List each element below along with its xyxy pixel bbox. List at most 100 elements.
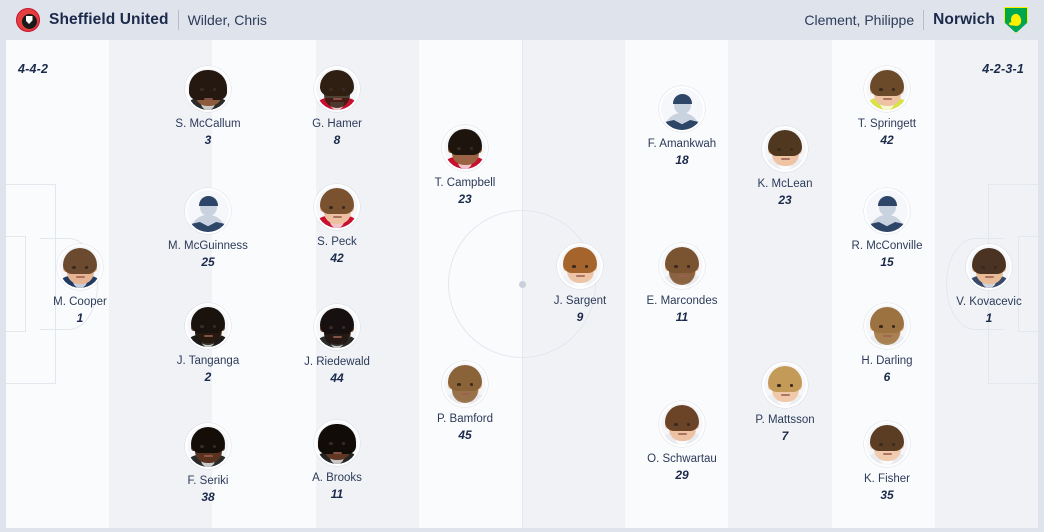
- player-avatar[interactable]: [185, 66, 231, 112]
- player-name: V. Kovacevic: [956, 296, 1022, 308]
- header-divider-left: [177, 10, 179, 30]
- away-team-block[interactable]: Clement, Philippe Norwich: [804, 7, 1028, 33]
- player-marker[interactable]: O. Schwartau 29: [627, 401, 737, 482]
- player-name: O. Schwartau: [647, 453, 717, 465]
- player-number: 18: [675, 153, 689, 167]
- match-header: Sheffield United Wilder, Chris Clement, …: [0, 0, 1044, 40]
- player-number: 44: [330, 371, 344, 385]
- player-number: 2: [204, 370, 212, 384]
- player-marker[interactable]: G. Hamer 8: [282, 66, 392, 147]
- player-avatar[interactable]: [185, 188, 231, 234]
- player-avatar[interactable]: [762, 362, 808, 408]
- player-name: K. McLean: [757, 178, 813, 190]
- player-name: F. Amankwah: [647, 138, 717, 150]
- player-avatar[interactable]: [659, 243, 705, 289]
- player-photo: [59, 246, 101, 288]
- player-marker[interactable]: J. Riedewald 44: [282, 304, 392, 385]
- home-team-block[interactable]: Sheffield United Wilder, Chris: [16, 8, 267, 32]
- player-photo: [764, 364, 806, 406]
- player-marker[interactable]: J. Sargent 9: [525, 243, 635, 324]
- away-formation-label: 4-2-3-1: [982, 62, 1024, 76]
- player-avatar[interactable]: [659, 401, 705, 447]
- player-photo: [187, 425, 229, 467]
- player-marker[interactable]: F. Amankwah 18: [627, 86, 737, 167]
- player-photo: [968, 246, 1010, 288]
- player-avatar[interactable]: [442, 125, 488, 171]
- player-photo: [661, 403, 703, 445]
- player-marker[interactable]: P. Bamford 45: [410, 361, 520, 442]
- center-spot: [518, 280, 526, 288]
- player-photo: [316, 68, 358, 110]
- away-coach-name: Clement, Philippe: [804, 12, 915, 28]
- player-name: J. Riedewald: [304, 356, 370, 368]
- header-divider-right: [923, 10, 925, 30]
- player-avatar[interactable]: [966, 244, 1012, 290]
- player-avatar[interactable]: [557, 243, 603, 289]
- player-number: 23: [458, 192, 472, 206]
- player-marker[interactable]: K. Fisher 35: [832, 421, 942, 502]
- player-name: M. McGuinness: [168, 240, 248, 252]
- player-photo: [316, 306, 358, 348]
- player-photo: [661, 245, 703, 287]
- player-photo: [559, 245, 601, 287]
- player-number: 29: [675, 468, 689, 482]
- norwich-city-crest-icon: [1004, 7, 1028, 33]
- player-marker[interactable]: H. Darling 6: [832, 303, 942, 384]
- player-marker[interactable]: T. Springett 42: [832, 66, 942, 147]
- player-avatar[interactable]: [864, 303, 910, 349]
- player-marker[interactable]: S. McCallum 3: [153, 66, 263, 147]
- player-avatar[interactable]: [314, 184, 360, 230]
- player-avatar[interactable]: [864, 188, 910, 234]
- player-number: 42: [330, 251, 344, 265]
- player-avatar[interactable]: [864, 421, 910, 467]
- player-name: T. Springett: [857, 118, 917, 130]
- player-marker[interactable]: E. Marcondes 11: [627, 243, 737, 324]
- player-name: P. Mattsson: [755, 414, 815, 426]
- player-avatar[interactable]: [864, 66, 910, 112]
- player-marker[interactable]: V. Kovacevic 1: [934, 244, 1038, 325]
- player-avatar[interactable]: [185, 423, 231, 469]
- player-name: H. Darling: [861, 355, 913, 367]
- player-number: 45: [458, 428, 472, 442]
- player-photo: [187, 305, 229, 347]
- player-marker[interactable]: K. McLean 23: [730, 126, 840, 207]
- player-marker[interactable]: M. McGuinness 25: [153, 188, 263, 269]
- player-photo: [866, 423, 908, 465]
- player-photo: [444, 363, 486, 405]
- player-name: K. Fisher: [863, 473, 910, 485]
- player-number: 11: [330, 487, 344, 501]
- player-marker[interactable]: A. Brooks 11: [282, 420, 392, 501]
- player-avatar[interactable]: [314, 66, 360, 112]
- player-name: R. McConville: [851, 240, 923, 252]
- player-number: 6: [883, 370, 891, 384]
- player-marker[interactable]: S. Peck 42: [282, 184, 392, 265]
- player-marker[interactable]: R. McConville 15: [832, 188, 942, 269]
- player-number: 7: [781, 429, 789, 443]
- player-photo: [316, 422, 358, 464]
- player-avatar[interactable]: [762, 126, 808, 172]
- player-number: 25: [201, 255, 215, 269]
- player-number: 8: [333, 133, 341, 147]
- player-name: T. Campbell: [434, 177, 496, 189]
- player-marker[interactable]: T. Campbell 23: [410, 125, 520, 206]
- player-avatar[interactable]: [659, 86, 705, 132]
- player-avatar[interactable]: [314, 304, 360, 350]
- player-number: 38: [201, 490, 215, 504]
- player-avatar[interactable]: [57, 244, 103, 290]
- player-avatar[interactable]: [314, 420, 360, 466]
- player-placeholder-icon: [187, 190, 229, 232]
- player-marker[interactable]: M. Cooper 1: [25, 244, 135, 325]
- player-number: 23: [778, 193, 792, 207]
- player-marker[interactable]: P. Mattsson 7: [730, 362, 840, 443]
- player-name: S. McCallum: [175, 118, 241, 130]
- player-marker[interactable]: F. Seriki 38: [153, 423, 263, 504]
- player-number: 11: [675, 310, 689, 324]
- player-avatar[interactable]: [185, 303, 231, 349]
- player-avatar[interactable]: [442, 361, 488, 407]
- player-number: 15: [880, 255, 894, 269]
- player-photo: [764, 128, 806, 170]
- player-name: P. Bamford: [436, 413, 494, 425]
- pitch-stripe: [728, 40, 832, 528]
- player-marker[interactable]: J. Tanganga 2: [153, 303, 263, 384]
